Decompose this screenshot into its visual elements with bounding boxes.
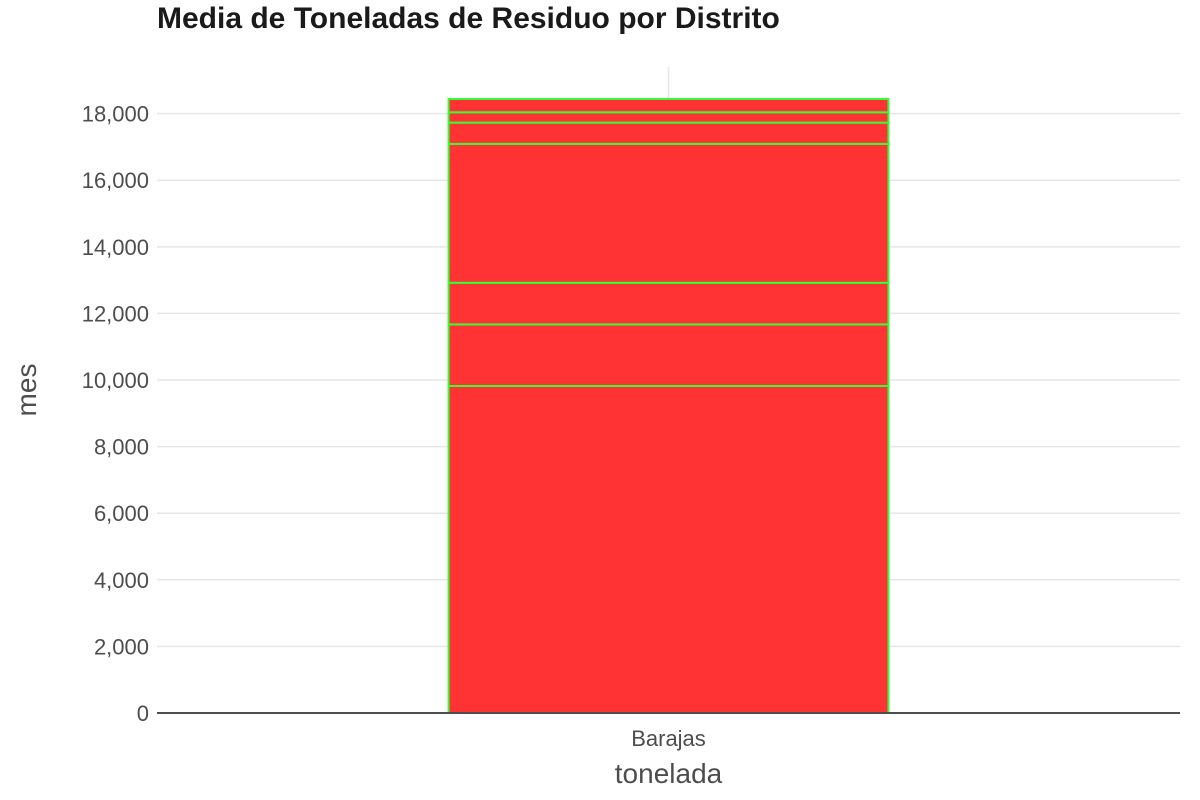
- tick-labels: 0 2,000 4,000 6,000 8,000 10,000 12,000 14,000 1…: [82, 102, 706, 751]
- bar-segment: [447, 111, 890, 124]
- bar-segment: [447, 142, 890, 284]
- y-tick-label: 16,000: [82, 168, 149, 193]
- y-axis-title: mes: [11, 364, 42, 417]
- bar-segment: [447, 323, 890, 388]
- bar-segment: [447, 385, 890, 714]
- y-tick-label: 2,000: [94, 634, 149, 659]
- y-tick-label: 14,000: [82, 235, 149, 260]
- y-tick-label: 0: [137, 701, 149, 726]
- y-tick-label: 10,000: [82, 368, 149, 393]
- y-tick-label: 4,000: [94, 568, 149, 593]
- x-tick-label: Barajas: [631, 726, 706, 751]
- y-tick-label: 18,000: [82, 102, 149, 127]
- y-tick-label: 12,000: [82, 301, 149, 326]
- bar-stack: [447, 97, 890, 714]
- y-tick-label: 8,000: [94, 435, 149, 460]
- bar-segment: [447, 121, 890, 145]
- chart-title: Media de Toneladas de Residuo por Distri…: [157, 2, 780, 35]
- bar-segment: [447, 97, 890, 114]
- bar-segment: [447, 281, 890, 326]
- x-axis-title: tonelada: [615, 758, 723, 789]
- y-tick-label: 6,000: [94, 501, 149, 526]
